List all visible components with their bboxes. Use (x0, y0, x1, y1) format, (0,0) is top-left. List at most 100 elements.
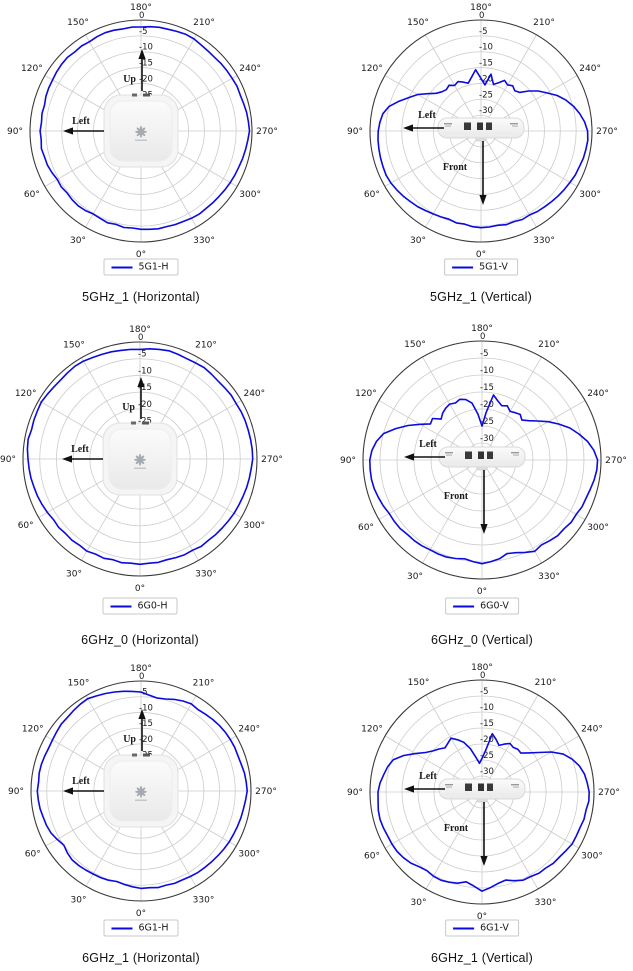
ap-port (486, 122, 492, 130)
angle-tick-label: 60° (358, 523, 374, 533)
legend-label: 6G1-V (480, 922, 509, 934)
grid-spoke (384, 130, 482, 187)
radial-tick-label: -5 (480, 687, 488, 697)
left-arrowhead (404, 785, 414, 793)
orientation-label-left: Left (419, 771, 437, 782)
angle-tick-label: 270° (598, 788, 620, 798)
legend-label: 5G1-V (479, 261, 508, 273)
radial-tick-label: -20 (139, 735, 153, 745)
legend-line-sample (452, 266, 474, 268)
angle-tick-label: 330° (193, 236, 215, 246)
polar-grid (30, 680, 252, 902)
grid-spoke (481, 791, 580, 849)
radial-tick-label: -10 (139, 703, 153, 713)
ap-port (487, 783, 493, 791)
angle-tick-label: 30° (411, 898, 427, 908)
gain-curve-6g1-h (36, 690, 248, 890)
logo-petal (136, 127, 142, 132)
angle-tick-label: 120° (21, 64, 43, 74)
logo-petal (140, 787, 146, 792)
polar-grid (362, 340, 602, 580)
angle-tick-label: 150° (407, 18, 429, 28)
logo-petal (136, 787, 142, 792)
grid-spoke (480, 130, 578, 187)
angle-tick-label: 270° (605, 456, 627, 466)
angle-tick-label: 210° (193, 18, 215, 28)
orientation-label-left: Left (419, 439, 437, 450)
up-arrowhead (138, 709, 146, 719)
angle-tick-label: 270° (255, 787, 277, 797)
angle-tick-label: 0° (477, 912, 487, 922)
ap-microtext (135, 799, 147, 801)
angle-tick-label: 270° (596, 127, 618, 137)
angle-tick-label: 300° (243, 521, 265, 531)
angle-tick-label: 330° (538, 572, 560, 582)
angle-tick-label: 180° (471, 324, 493, 334)
access-point-side-view-image (438, 778, 526, 803)
huawei-logo (135, 785, 147, 798)
chart-caption-6g0-v: 6GHz_0 (Vertical) (430, 633, 534, 647)
polar-chart-6g1-v: 0 -5 -10 -15 -20 -25 -30 Left Front 0° 30° 60° 90° 12… (347, 663, 620, 922)
radial-tick-label: -30 (480, 767, 494, 777)
angle-tick-label: 0° (136, 250, 146, 260)
chart-caption-6g0-h: 6GHz_0 (Horizontal) (81, 633, 199, 647)
angle-tick-label: 330° (193, 895, 215, 905)
angle-tick-label: 0° (477, 587, 487, 597)
angle-tick-label: 300° (238, 850, 260, 860)
gain-curve-6g0-v (369, 394, 599, 565)
radial-tick-label: -5 (138, 350, 146, 360)
radial-tick-label: 0 (480, 332, 485, 342)
angle-tick-label: 60° (24, 190, 40, 200)
radial-tick-label: -10 (480, 703, 494, 713)
legend-label: 6G0-H (137, 600, 168, 612)
radial-tick-label: -15 (139, 719, 153, 729)
polar-chart-6g0-v: 0 -5 -10 -15 -20 -25 -30 Left Front 0° 30° 60° 90° 12… (340, 324, 627, 597)
angle-tick-label: 90° (7, 127, 23, 137)
access-point-side-view-image (437, 117, 525, 142)
grid-ring (39, 358, 241, 560)
radial-tick-label: -25 (480, 417, 494, 427)
logo-petal (140, 131, 146, 137)
legend-5g1-h: 5G1-H (103, 258, 179, 276)
radial-tick-label: -10 (479, 43, 493, 53)
legend-label: 6G1-H (138, 922, 169, 934)
access-point-top-view-image (103, 753, 179, 828)
radial-tick-label: 0 (139, 11, 144, 21)
angle-tick-label: 150° (67, 18, 89, 28)
angle-tick-label: 210° (195, 341, 217, 351)
angle-tick-label: 270° (261, 455, 283, 465)
left-arrowhead (63, 127, 73, 135)
huawei-logo (135, 125, 147, 138)
angle-tick-label: 240° (581, 725, 603, 735)
angle-tick-label: 30° (71, 895, 87, 905)
ap-microtext (135, 139, 147, 141)
angle-tick-label: 0° (135, 584, 145, 594)
ap-port (142, 421, 149, 425)
angle-tick-label: 60° (364, 852, 380, 862)
grid-ring (61, 51, 221, 211)
angle-tick-label: 60° (18, 521, 34, 531)
front-arrowhead (480, 856, 488, 866)
angle-tick-label: 330° (195, 569, 217, 579)
outer-circle (369, 19, 593, 243)
angle-tick-label: 150° (404, 340, 426, 350)
grid-ring (45, 35, 237, 227)
logo-petal (135, 455, 141, 460)
logo-petal (139, 455, 145, 460)
angle-tick-label: 300° (581, 852, 603, 862)
angle-tick-label: 180° (130, 3, 152, 13)
radial-tick-label: -20 (480, 735, 494, 745)
angle-tick-label: 210° (193, 679, 215, 689)
radial-tick-label: -10 (138, 366, 152, 376)
orientation-label-up: Up (123, 74, 136, 85)
ap-shade (444, 461, 520, 465)
huawei-logo (134, 453, 146, 466)
grid-spoke (481, 459, 586, 520)
radial-tick-label: -15 (480, 383, 494, 393)
ap-microtext (446, 454, 452, 456)
polar-chart-6g0-h: 0-5-10-15-20-25-30UpLeft0°30°60°90°120°1… (0, 325, 283, 594)
ap-microtext (510, 123, 518, 125)
polar-chart-5g1-h: 0-5-10-15-20-25-30UpLeft0°30°60°90°120°1… (7, 3, 278, 260)
grid-spoke (425, 791, 483, 890)
orientation-label-up: Up (122, 402, 135, 413)
